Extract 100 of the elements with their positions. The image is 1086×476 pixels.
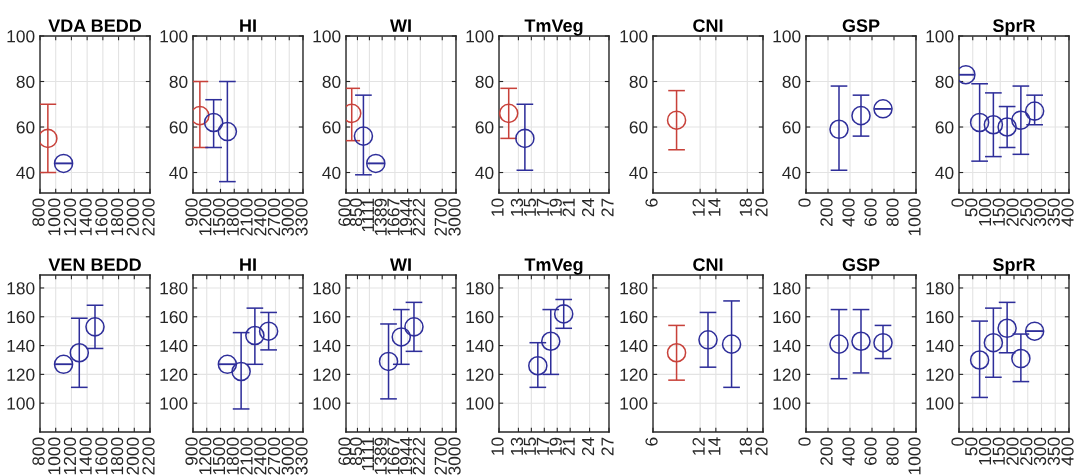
- x-tick-label: 3000: [281, 437, 294, 475]
- y-tick-label: 100: [466, 30, 494, 43]
- y-tick-label: 140: [620, 339, 648, 353]
- y-tick-label: 100: [7, 30, 35, 43]
- x-tick-label: 1500: [212, 437, 226, 475]
- point: [203, 112, 224, 133]
- x-tick-label: 1200: [63, 437, 77, 475]
- chart-title: WI: [389, 258, 411, 271]
- y-tick-label: 100: [773, 30, 801, 43]
- x-tick-label: 2700: [267, 437, 281, 475]
- y-tick-label: 140: [773, 339, 801, 353]
- point: [217, 354, 238, 375]
- x-tick-label: 400: [1061, 198, 1074, 227]
- x-tick-label: 2400: [254, 437, 267, 475]
- chart-title: GSP: [842, 19, 880, 33]
- y-tick-label: 60: [782, 121, 801, 134]
- chart-title: GSP: [842, 258, 880, 272]
- point: [217, 121, 238, 142]
- point: [193, 105, 210, 126]
- point: [983, 332, 1004, 353]
- y-tick-label: 180: [620, 282, 648, 295]
- y-tick-label: 100: [313, 397, 341, 410]
- x-tick-label: 1600: [95, 198, 108, 236]
- x-tick-label: 1389: [374, 437, 387, 475]
- y-tick-label: 160: [620, 310, 648, 324]
- y-tick-label: 100: [926, 397, 954, 410]
- y-tick-label: 60: [16, 121, 35, 134]
- x-tick-label: 19: [549, 198, 562, 216]
- x-tick-label: 1111: [361, 437, 374, 471]
- chart-title: HI: [240, 258, 256, 271]
- x-tick-label: 18: [739, 437, 752, 455]
- x-tick-label: 0: [951, 437, 964, 446]
- y-tick-label: 180: [926, 282, 954, 295]
- y-tick-label: 180: [313, 282, 341, 295]
- y-tick-label: 180: [773, 282, 801, 295]
- y-tick-label: 160: [926, 310, 954, 324]
- chart-title: TmVeg: [524, 258, 583, 275]
- point: [245, 325, 265, 346]
- x-tick-label: 6: [645, 437, 658, 446]
- x-tick-label: 12: [692, 437, 705, 455]
- point: [873, 99, 893, 119]
- y-tick-label: 160: [160, 310, 188, 324]
- point: [391, 327, 412, 347]
- point: [258, 321, 279, 341]
- x-tick-label: 50: [965, 198, 978, 217]
- x-tick-label: 900: [185, 437, 198, 466]
- y-tick-label: 100: [773, 397, 801, 410]
- y-tick-label: 180: [7, 282, 35, 295]
- x-tick-label: 250: [1020, 437, 1033, 465]
- y-tick-label: 160: [7, 310, 35, 324]
- point: [231, 361, 251, 382]
- x-tick-label: 6: [645, 198, 658, 207]
- y-tick-label: 180: [466, 282, 494, 295]
- x-tick-label: 2200: [142, 437, 155, 475]
- x-tick-label: 1000: [48, 198, 61, 236]
- point: [721, 334, 742, 354]
- x-tick-label: 15: [523, 437, 537, 455]
- point: [378, 351, 399, 372]
- x-tick-label: 600: [864, 198, 877, 226]
- x-tick-label: 1667: [387, 198, 400, 236]
- y-tick-label: 140: [313, 339, 341, 353]
- x-tick-label: 2700: [267, 198, 281, 236]
- y-tick-label: 60: [169, 121, 188, 134]
- x-tick-label: 27: [601, 198, 614, 217]
- point: [540, 331, 561, 352]
- x-tick-label: 1800: [226, 198, 239, 236]
- x-tick-label: 2000: [126, 437, 139, 475]
- x-tick-label: 1400: [79, 198, 92, 236]
- point: [851, 105, 871, 126]
- x-tick-label: 600: [338, 437, 351, 465]
- x-tick-label: 1944: [399, 198, 413, 236]
- x-tick-label: 20: [755, 437, 768, 456]
- y-tick-label: 160: [313, 310, 341, 324]
- y-tick-label: 60: [935, 121, 954, 134]
- y-tick-label: 80: [322, 75, 341, 88]
- x-tick-label: 3300: [295, 437, 308, 475]
- y-tick-label: 60: [475, 121, 494, 134]
- chart-title: WI: [389, 19, 411, 32]
- x-tick-label: 1667: [387, 437, 400, 475]
- point: [829, 119, 849, 140]
- x-tick-label: 800: [886, 198, 899, 227]
- y-tick-label: 80: [935, 75, 954, 88]
- point: [1011, 348, 1031, 369]
- x-tick-label: 1000: [908, 198, 921, 236]
- x-tick-label: 18: [739, 198, 752, 216]
- point: [528, 355, 548, 376]
- point: [85, 317, 105, 337]
- y-tick-label: 120: [926, 368, 954, 381]
- x-tick-label: 14: [708, 437, 721, 455]
- x-tick-label: 1800: [110, 437, 124, 475]
- x-tick-label: 400: [1061, 437, 1074, 466]
- y-tick-label: 40: [322, 166, 341, 179]
- y-tick-label: 100: [620, 30, 648, 43]
- chart-title: HI: [240, 19, 256, 32]
- point: [1024, 101, 1045, 121]
- x-tick-label: 0: [798, 198, 811, 207]
- x-tick-label: 1500: [212, 198, 226, 236]
- x-tick-label: 800: [886, 437, 899, 466]
- x-tick-label: 2200: [142, 198, 155, 236]
- x-tick-label: 20: [755, 198, 768, 217]
